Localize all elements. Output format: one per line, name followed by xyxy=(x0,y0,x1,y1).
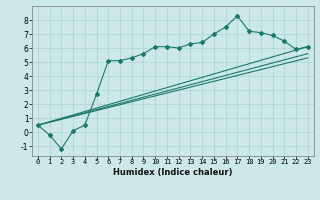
X-axis label: Humidex (Indice chaleur): Humidex (Indice chaleur) xyxy=(113,168,233,177)
